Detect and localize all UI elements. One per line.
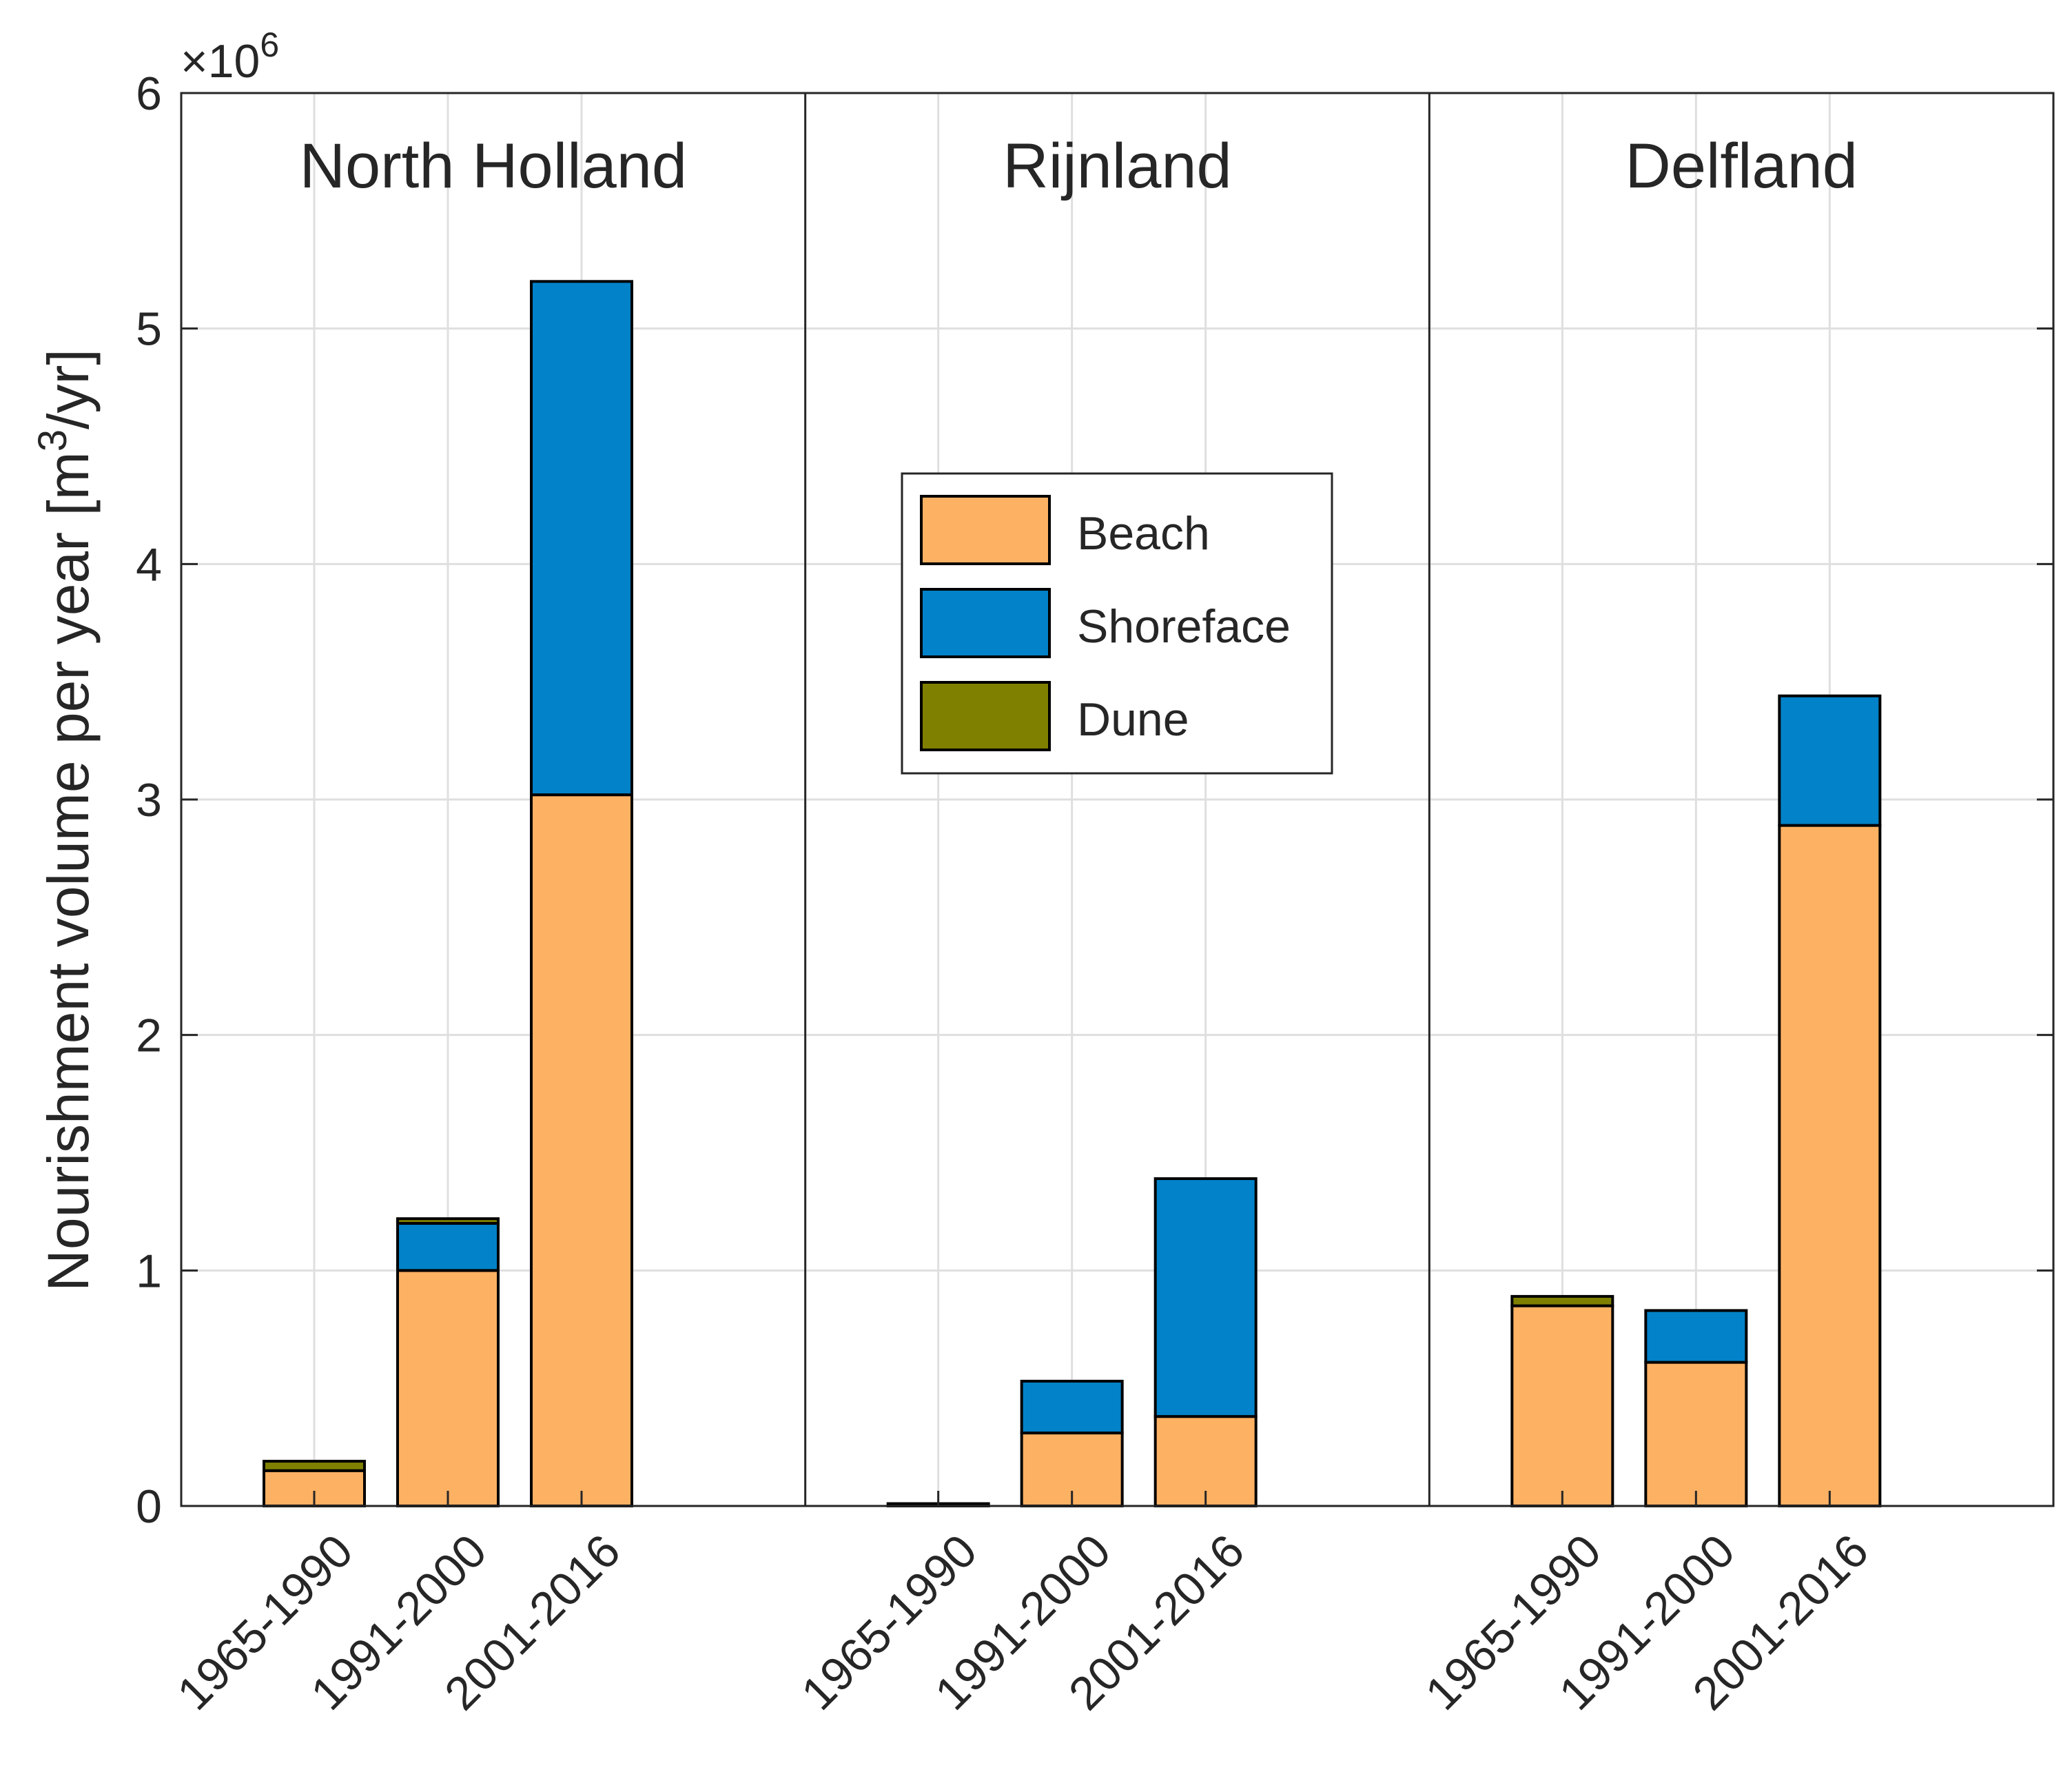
region-title-delfland: Delfland	[1625, 131, 1858, 201]
plot-frame	[180, 92, 2055, 1507]
bar-shoreface-1991-2000	[1644, 1309, 1748, 1364]
bar-beach-2001-2016	[530, 793, 633, 1507]
y-axis-label: Nourishment volume per year [m3/yr]	[30, 349, 101, 1291]
bar-dune-1965-1990	[1510, 1294, 1614, 1307]
y-tick-label: 2	[136, 1010, 162, 1062]
region-title-north-holland: North Holland	[300, 131, 688, 201]
legend-swatch-beach	[920, 495, 1051, 565]
bar-shoreface-1991-2000	[1020, 1379, 1124, 1435]
bar-dune-1965-1990	[263, 1460, 366, 1472]
bar-dune-1991-2000	[396, 1217, 500, 1225]
bar-shoreface-2001-2016	[530, 280, 633, 797]
legend-label-beach: Beach	[1077, 507, 1210, 560]
bar-beach-1991-2000	[396, 1269, 500, 1508]
y-tick-label: 5	[136, 303, 162, 356]
legend-label-dune: Dune	[1077, 693, 1189, 746]
region-title-rijnland: Rijnland	[1003, 131, 1231, 201]
legend-swatch-dune	[920, 681, 1051, 751]
bar-shoreface-1991-2000	[396, 1222, 500, 1272]
bar-beach-1965-1990	[1510, 1304, 1614, 1508]
y-tick-label: 0	[136, 1480, 162, 1533]
bar-shoreface-2001-2016	[1153, 1177, 1258, 1418]
legend-swatch-shoreface	[920, 588, 1051, 658]
bar-shoreface-2001-2016	[1778, 694, 1882, 827]
bar-beach-2001-2016	[1778, 824, 1882, 1508]
y-tick-label: 1	[136, 1245, 162, 1297]
y-exponent: ×106	[181, 26, 279, 88]
y-tick-label: 3	[136, 774, 162, 826]
legend-label-shoreface: Shoreface	[1077, 600, 1291, 653]
y-tick-label: 6	[136, 68, 162, 120]
legend: Beach Shoreface Dune	[901, 472, 1333, 775]
bar-beach-1991-2000	[1644, 1361, 1748, 1508]
y-tick-label: 4	[136, 538, 162, 591]
